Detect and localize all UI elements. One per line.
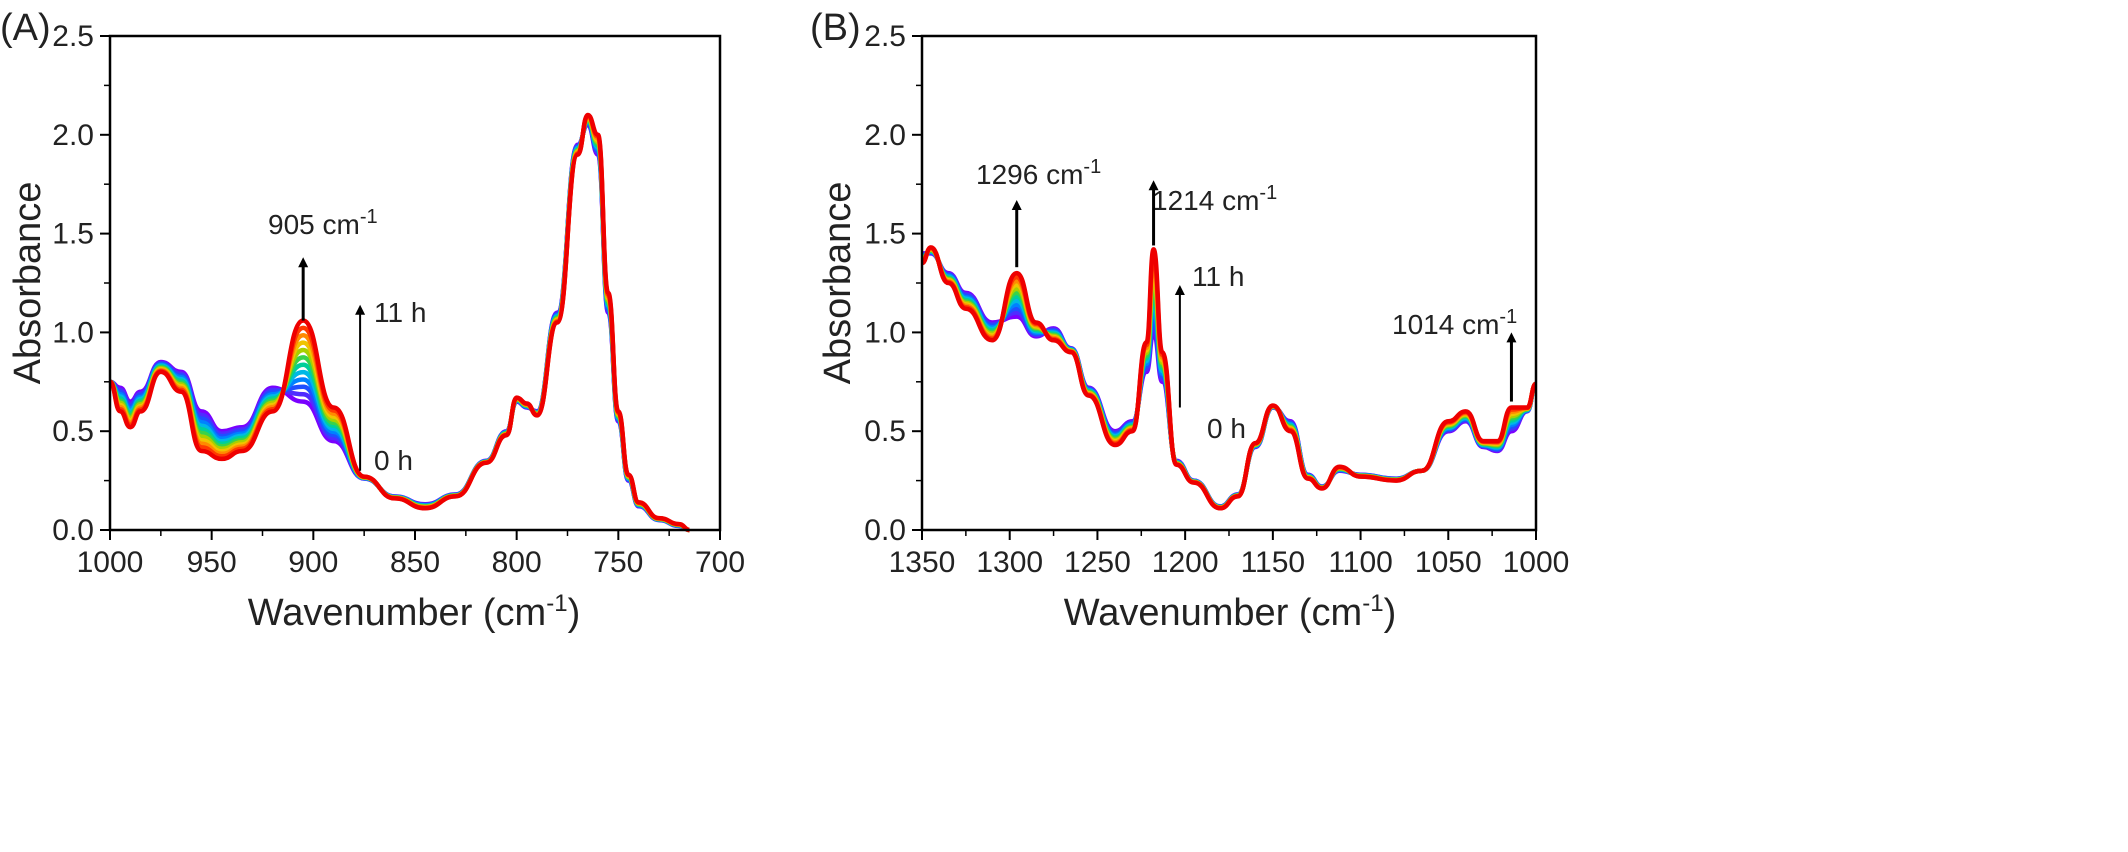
x-tick-label-a-1: 950 [187, 546, 237, 579]
y-tick-label-a-5: 2.5 [52, 20, 94, 53]
x-tick-label-b-2: 1250 [1064, 546, 1131, 579]
y-tick-label-b-5: 2.5 [864, 20, 906, 53]
y-tick-label-a-2: 1.0 [52, 316, 94, 349]
x-tick-label-b-3: 1200 [1152, 546, 1219, 579]
panel-a-x-title: Wavenumber (cm-1) [248, 590, 580, 634]
y-tick-label-b-4: 2.0 [864, 119, 906, 152]
annotation-b-0h: 0 h [1207, 413, 1246, 444]
y-tick-label-b-1: 0.5 [864, 415, 906, 448]
y-tick-label-a-1: 0.5 [52, 415, 94, 448]
arrow-head-b-2 [1174, 284, 1185, 295]
x-tick-label-b-6: 1050 [1415, 546, 1482, 579]
panel-a-bands [108, 112, 690, 533]
arrow-head-b-1 [1148, 180, 1159, 191]
x-tick-label-a-6: 700 [695, 546, 745, 579]
annotation-1014: 1014 cm-1 [1392, 306, 1517, 340]
annotation-905: 905 cm-1 [268, 206, 378, 240]
arrow-head-b-4 [1506, 332, 1517, 343]
panel-b-annotations: 1296 cm-1 1214 cm-1 11 h 0 h 1014 cm-1 [976, 156, 1517, 444]
annotation-a-11h: 11 h [374, 297, 426, 328]
annotation-1214: 1214 cm-1 [1152, 182, 1277, 216]
x-tick-label-b-0: 1350 [889, 546, 956, 579]
panel-b-bands [921, 245, 1539, 511]
panel-b-x-ticks: 1350 1300 1250 1200 1150 1100 1050 1000 [889, 530, 1570, 579]
y-tick-label-b-3: 1.5 [864, 218, 906, 251]
panel-b-x-title: Wavenumber (cm-1) [1064, 590, 1396, 634]
panel-a-x-ticks: 1000 950 900 850 800 750 700 [77, 530, 745, 579]
x-tick-label-b-5: 1100 [1328, 546, 1393, 579]
panel-a: (A) 1000 950 900 850 800 750 700 0.0 0.5 1.0 1.5 2… [0, 7, 745, 634]
spectrum-line-b-11 [921, 245, 1538, 511]
arrow-head-a-0 [298, 257, 309, 268]
x-tick-label-b-4: 1150 [1241, 546, 1306, 579]
x-tick-label-a-2: 900 [288, 546, 338, 579]
x-tick-label-a-4: 800 [492, 546, 542, 579]
panel-a-y-ticks: 0.0 0.5 1.0 1.5 2.0 2.5 [52, 20, 110, 547]
panel-b: (B) 1350 1300 1250 1200 1150 1100 1050 1000 0.0… [810, 7, 1569, 634]
panel-b-y-title: Absorbance [817, 182, 859, 385]
x-tick-label-b-1: 1300 [976, 546, 1043, 579]
arrow-head-a-1 [355, 304, 366, 315]
arrow-head-b-0 [1011, 200, 1022, 211]
y-tick-label-b-0: 0.0 [864, 514, 906, 547]
panel-a-annotations: 905 cm-1 11 h 0 h [268, 206, 426, 476]
x-tick-label-b-7: 1000 [1503, 546, 1570, 579]
spectrum-line-a-11 [108, 112, 690, 533]
panel-a-y-title: Absorbance [7, 182, 49, 385]
y-tick-label-a-0: 0.0 [52, 514, 94, 547]
panel-a-frame [108, 34, 722, 532]
y-tick-label-a-3: 1.5 [52, 218, 94, 251]
y-tick-label-b-2: 1.0 [864, 316, 906, 349]
annotation-b-11h: 11 h [1192, 261, 1244, 292]
panel-a-label: (A) [0, 7, 51, 49]
annotation-1296: 1296 cm-1 [976, 156, 1101, 190]
x-tick-label-a-5: 750 [593, 546, 643, 579]
annotation-a-0h: 0 h [374, 445, 413, 476]
x-tick-label-a-0: 1000 [77, 546, 144, 579]
y-tick-label-a-4: 2.0 [52, 119, 94, 152]
panel-b-label: (B) [810, 7, 861, 49]
x-tick-label-a-3: 850 [390, 546, 440, 579]
panel-b-y-ticks: 0.0 0.5 1.0 1.5 2.0 2.5 [864, 20, 922, 547]
